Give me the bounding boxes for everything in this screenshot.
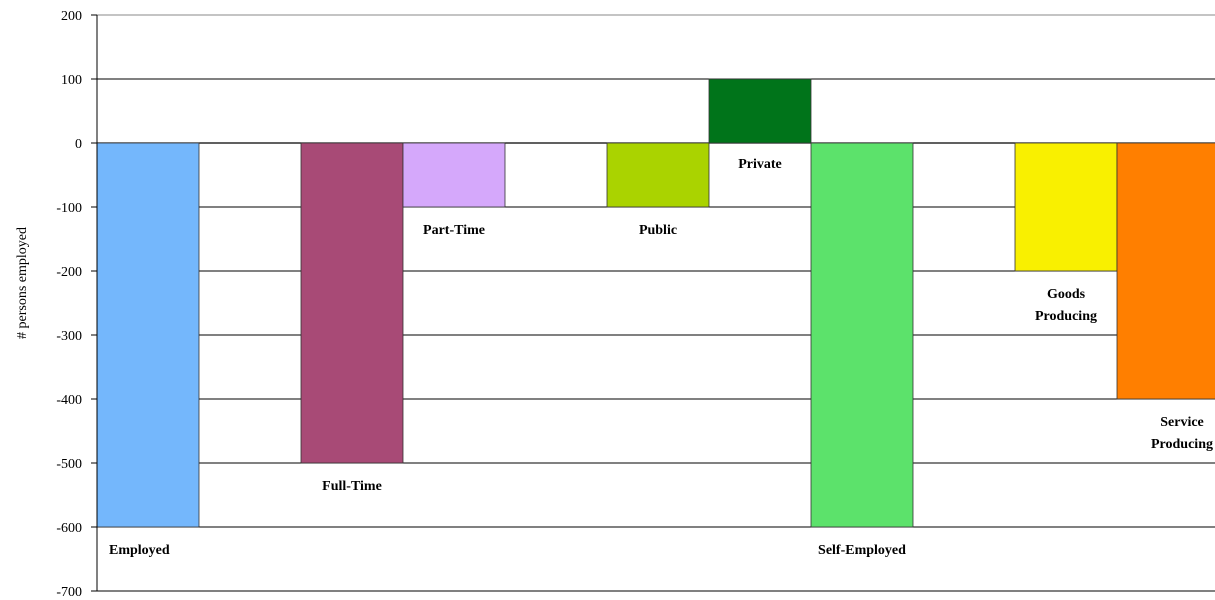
- y-tick-label: -300: [56, 329, 82, 344]
- bar-label: Employed: [109, 543, 170, 558]
- y-tick-labels: 200 100 0 -100 -200 -300 -400 -500 -600 -700: [56, 9, 82, 600]
- bar-labels: Employed Full-Time Part-Time Public Private S…: [109, 157, 1213, 558]
- y-tick-label: 100: [61, 73, 82, 88]
- y-tick-label: -700: [56, 585, 82, 600]
- y-tick-label: 200: [61, 9, 82, 24]
- bar-employed: [96, 142, 200, 528]
- bar-service-producing: [1116, 142, 1215, 400]
- y-tick-label: -100: [56, 201, 82, 216]
- bar-public: [606, 142, 710, 208]
- bar-label: Goods Producing: [1035, 287, 1097, 324]
- bar-label: Service Producing: [1151, 415, 1213, 452]
- y-tick-label: -400: [56, 393, 82, 408]
- bar-full-time: [300, 142, 404, 464]
- bar-label: Public: [639, 223, 677, 238]
- bars: [96, 78, 1215, 528]
- y-tick-label: 0: [75, 137, 82, 152]
- bar-label: Full-Time: [322, 479, 382, 494]
- y-tick-label: -200: [56, 265, 82, 280]
- bar-label: Part-Time: [423, 223, 485, 238]
- bar-label: Private: [738, 157, 782, 172]
- bar-label: Self-Employed: [818, 543, 906, 558]
- y-tick-label: -500: [56, 457, 82, 472]
- bar-goods-producing: [1014, 142, 1118, 272]
- bar-part-time: [402, 142, 506, 208]
- bar-private: [708, 78, 812, 144]
- y-axis-title: # persons employed: [15, 227, 30, 339]
- y-tick-label: -600: [56, 521, 82, 536]
- y-axis: [91, 14, 1215, 592]
- bar-self-employed: [810, 142, 914, 528]
